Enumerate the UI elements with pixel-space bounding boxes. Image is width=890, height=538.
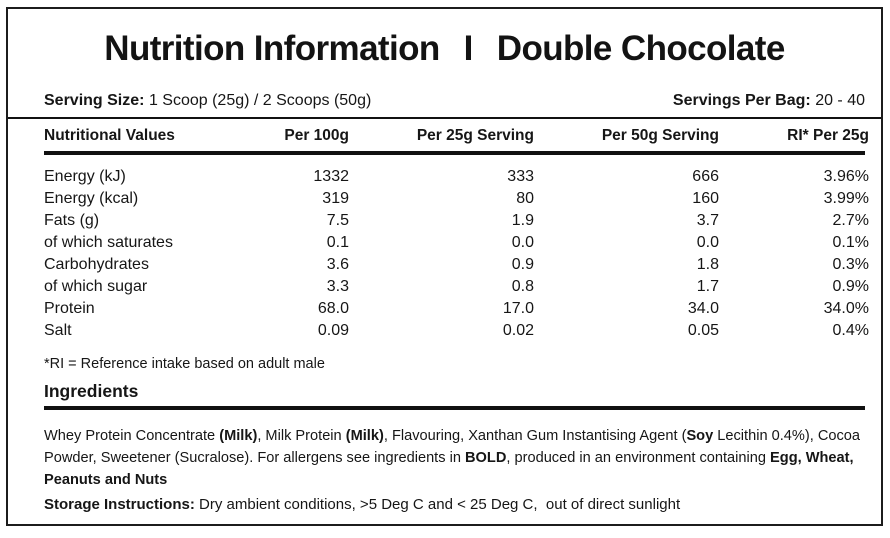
value-per-50g: 3.7 [696, 212, 719, 229]
nutrition-table: Nutritional Values Per 100g Per 25g Serv… [8, 126, 881, 342]
table-header-row: Nutritional Values Per 100g Per 25g Serv… [44, 126, 869, 146]
column-header-ri: RI* Per 25g [787, 127, 869, 144]
table-row: Energy (kcal) 319 80 160 3.99% [44, 188, 869, 210]
ingredients-text: Whey Protein Concentrate (Milk), Milk Pr… [44, 428, 861, 488]
page-title: Nutrition Information I Double Chocolate [8, 29, 881, 69]
divider-thin [8, 117, 881, 119]
column-header-nutritional-values: Nutritional Values [44, 127, 175, 144]
value-per-25g: 17.0 [502, 300, 534, 317]
servings-per-bag-label: Servings Per Bag: [672, 92, 811, 109]
value-per-25g: 1.9 [511, 212, 534, 229]
value-per-100g: 319 [322, 190, 349, 207]
value-ri: 2.7% [832, 212, 869, 229]
column-header-per-25g: Per 25g Serving [416, 127, 534, 144]
divider-thick-header [44, 151, 865, 155]
row-label: Energy (kJ) [44, 168, 126, 185]
column-header-per-100g: Per 100g [284, 127, 349, 144]
serving-size: Serving Size: 1 Scoop (25g) / 2 Scoops (… [44, 91, 371, 111]
row-label: Fats (g) [44, 212, 100, 229]
value-per-100g: 3.6 [326, 256, 349, 273]
value-ri: 0.3% [832, 256, 869, 273]
value-per-25g: 0.8 [511, 278, 534, 295]
value-per-100g: 68.0 [317, 300, 349, 317]
table-row: of which saturates 0.1 0.0 0.0 0.1% [44, 232, 869, 254]
storage-instructions-text: Dry ambient conditions, >5 Deg C and < 2… [194, 496, 681, 513]
title-left: Nutrition Information [104, 29, 440, 68]
value-per-25g: 0.9 [511, 256, 534, 273]
row-label: Carbohydrates [44, 256, 149, 273]
value-per-50g: 0.0 [696, 234, 719, 251]
serving-size-label: Serving Size: [44, 92, 145, 109]
value-per-25g: 0.0 [511, 234, 534, 251]
storage-instructions-label: Storage Instructions: [44, 496, 195, 513]
value-ri: 3.99% [823, 190, 869, 207]
value-ri: 0.9% [832, 278, 869, 295]
title-right: Double Chocolate [496, 29, 786, 68]
value-per-50g: 0.05 [687, 322, 719, 339]
row-label: Salt [44, 322, 72, 339]
row-label: Protein [44, 300, 95, 317]
serving-info-row: Serving Size: 1 Scoop (25g) / 2 Scoops (… [44, 91, 865, 111]
servings-per-bag: Servings Per Bag: 20 - 40 [673, 91, 865, 111]
value-ri: 34.0% [823, 300, 869, 317]
serving-size-value: 1 Scoop (25g) / 2 Scoops (50g) [148, 92, 372, 109]
table-row: Energy (kJ) 1332 333 666 3.96% [44, 166, 869, 188]
value-per-50g: 1.8 [696, 256, 719, 273]
table-body: Energy (kJ) 1332 333 666 3.96% Energy (k… [8, 166, 881, 342]
divider-thick-ingredients [44, 406, 865, 410]
ingredients-heading: Ingredients [44, 381, 139, 401]
table-row: Protein 68.0 17.0 34.0 34.0% [44, 298, 869, 320]
value-per-100g: 7.5 [326, 212, 349, 229]
value-ri: 3.96% [823, 168, 869, 185]
value-per-100g: 0.1 [326, 234, 349, 251]
table-row: Fats (g) 7.5 1.9 3.7 2.7% [44, 210, 869, 232]
value-per-50g: 34.0 [687, 300, 719, 317]
value-per-100g: 0.09 [317, 322, 349, 339]
table-row: of which sugar 3.3 0.8 1.7 0.9% [44, 276, 869, 298]
row-label: of which saturates [44, 234, 173, 251]
value-per-50g: 1.7 [696, 278, 719, 295]
value-per-100g: 1332 [313, 168, 349, 185]
table-row: Salt 0.09 0.02 0.05 0.4% [44, 320, 869, 342]
value-per-50g: 160 [692, 190, 719, 207]
value-per-25g: 80 [516, 190, 534, 207]
ri-footnote: *RI = Reference intake based on adult ma… [44, 356, 325, 372]
value-ri: 0.1% [832, 234, 869, 251]
value-per-25g: 333 [507, 168, 534, 185]
value-per-25g: 0.02 [502, 322, 534, 339]
servings-per-bag-value: 20 - 40 [815, 92, 865, 109]
column-header-per-50g: Per 50g Serving [601, 127, 719, 144]
value-per-100g: 3.3 [326, 278, 349, 295]
row-label: Energy (kcal) [44, 190, 139, 207]
table-row: Carbohydrates 3.6 0.9 1.8 0.3% [44, 254, 869, 276]
nutrition-label: Nutrition Information I Double Chocolate S… [6, 7, 883, 526]
title-separator: I [463, 29, 474, 68]
storage-instructions: Storage Instructions: Dry ambient condit… [44, 495, 865, 515]
value-per-50g: 666 [692, 168, 719, 185]
row-label: of which sugar [44, 278, 148, 295]
value-ri: 0.4% [832, 322, 869, 339]
